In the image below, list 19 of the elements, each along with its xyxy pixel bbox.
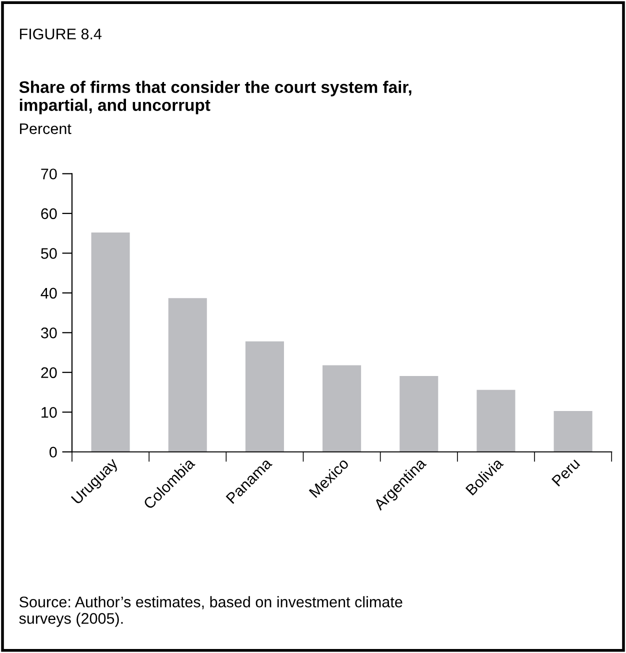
source-note: Source: Author’s estimates, based on investment climate surveys (2005). (19, 596, 402, 627)
bar (245, 341, 284, 452)
bar (168, 298, 207, 452)
y-tick-label: 60 (41, 208, 57, 220)
y-tick-label: 70 (41, 168, 57, 180)
y-tick-label: 50 (41, 248, 57, 259)
bar (91, 232, 130, 452)
y-tick-label: 40 (40, 288, 57, 299)
y-tick-label: 30 (40, 328, 57, 338)
y-tick-label: 0 (50, 446, 57, 458)
bar (476, 390, 516, 452)
bar (554, 410, 592, 452)
caption: FIGURE 8.4 (20, 28, 102, 40)
y-axis-title: Percent (20, 123, 72, 134)
y-tick-label: 10 (42, 407, 57, 418)
bar (400, 376, 438, 452)
bar (322, 365, 362, 452)
y-tick-label: 20 (41, 367, 57, 378)
chart-title: Share of firms that consider the court system fair, impartial, and uncorrupt (19, 80, 412, 114)
